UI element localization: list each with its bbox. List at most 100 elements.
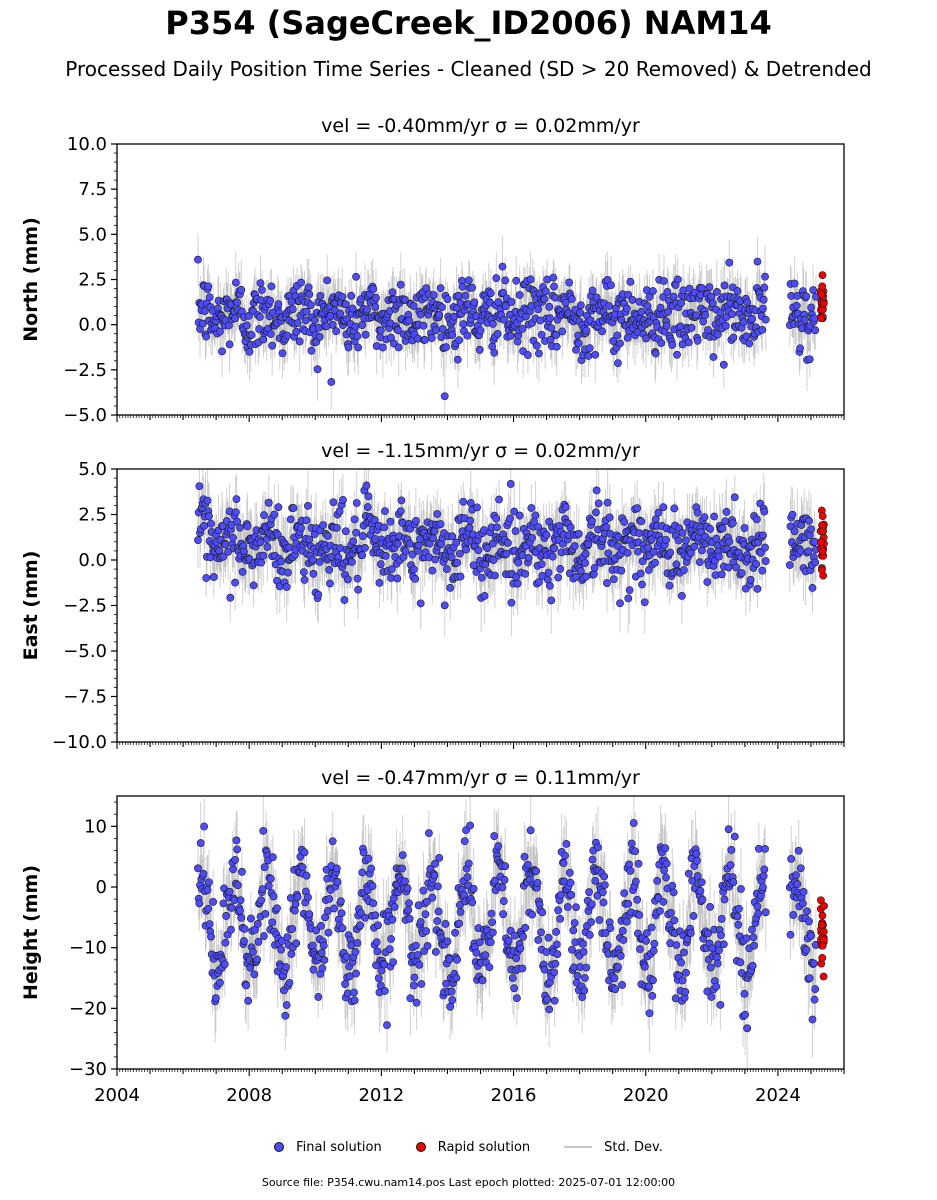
final-point — [637, 517, 646, 526]
final-point — [440, 601, 449, 610]
final-point — [720, 281, 729, 290]
rapid-point — [818, 512, 827, 520]
final-point — [394, 539, 402, 548]
final-point — [660, 277, 668, 285]
final-point — [325, 566, 334, 574]
final-point — [492, 274, 501, 283]
final-point — [701, 311, 710, 319]
final-point — [537, 330, 546, 339]
final-point — [257, 558, 266, 567]
final-point — [507, 298, 516, 306]
final-point — [443, 295, 452, 303]
final-point — [506, 480, 515, 488]
final-point — [483, 544, 492, 553]
final-point — [712, 534, 721, 543]
rapid-point — [818, 271, 827, 279]
final-point — [633, 504, 642, 513]
final-point — [249, 581, 258, 590]
final-point — [274, 503, 283, 512]
final-point — [396, 507, 405, 516]
final-point — [238, 567, 247, 576]
final-point — [455, 549, 464, 558]
final-point — [387, 565, 396, 574]
final-point — [716, 308, 725, 317]
final-point — [286, 515, 295, 524]
final-point — [359, 532, 367, 540]
final-point — [491, 571, 499, 580]
final-point — [340, 596, 349, 604]
final-point — [510, 507, 519, 516]
final-point — [796, 344, 805, 353]
final-point — [268, 341, 277, 350]
final-point — [674, 536, 683, 545]
final-point — [729, 333, 738, 342]
final-point — [364, 492, 373, 501]
final-point — [724, 563, 733, 572]
final-point — [438, 303, 446, 312]
final-point — [552, 331, 560, 339]
final-point — [326, 579, 334, 588]
final-point — [452, 538, 461, 547]
rapid-point — [816, 538, 825, 546]
y-tick-label: 5.0 — [78, 224, 107, 245]
final-point — [584, 352, 593, 360]
final-point — [221, 540, 230, 549]
final-point — [430, 527, 439, 536]
final-point — [336, 309, 345, 318]
final-point — [514, 558, 523, 567]
final-point — [624, 290, 633, 299]
final-point — [411, 516, 420, 525]
rapid-point — [819, 527, 828, 536]
final-point — [545, 302, 554, 311]
final-point — [620, 518, 629, 526]
final-point — [429, 291, 438, 299]
final-point — [219, 552, 228, 561]
final-point — [416, 599, 425, 608]
final-point — [761, 272, 769, 281]
final-point — [534, 349, 543, 358]
final-point — [598, 327, 607, 336]
final-point — [305, 535, 314, 544]
final-point — [581, 549, 590, 558]
final-point — [528, 533, 536, 542]
final-point — [704, 326, 712, 334]
final-point — [733, 287, 742, 295]
final-point — [440, 392, 449, 401]
final-point — [690, 542, 699, 551]
final-point — [623, 548, 632, 557]
final-point — [643, 302, 652, 310]
rapid-point — [818, 547, 827, 555]
final-point — [499, 315, 508, 324]
final-point — [328, 321, 337, 329]
final-point — [489, 556, 498, 565]
final-point — [743, 298, 752, 307]
final-point — [447, 553, 456, 562]
final-point — [428, 566, 437, 575]
final-point — [231, 278, 240, 287]
final-point — [247, 331, 256, 339]
final-point — [361, 330, 370, 339]
final-point — [513, 579, 522, 588]
final-point — [808, 583, 817, 592]
final-point — [616, 339, 624, 348]
final-point — [699, 317, 708, 326]
final-point — [752, 560, 761, 568]
final-point — [353, 332, 362, 340]
final-point — [341, 300, 350, 309]
y-tick-label: −5.0 — [63, 405, 107, 426]
final-point — [408, 550, 417, 559]
final-point — [231, 314, 239, 323]
final-point — [524, 351, 532, 359]
final-point — [668, 341, 677, 349]
final-point — [501, 276, 510, 285]
final-point — [405, 539, 414, 548]
final-point — [194, 536, 202, 544]
final-point — [289, 504, 298, 512]
final-point — [363, 305, 371, 314]
final-point — [416, 310, 425, 319]
final-point — [323, 276, 332, 285]
final-point — [293, 319, 302, 327]
final-point — [353, 574, 362, 583]
